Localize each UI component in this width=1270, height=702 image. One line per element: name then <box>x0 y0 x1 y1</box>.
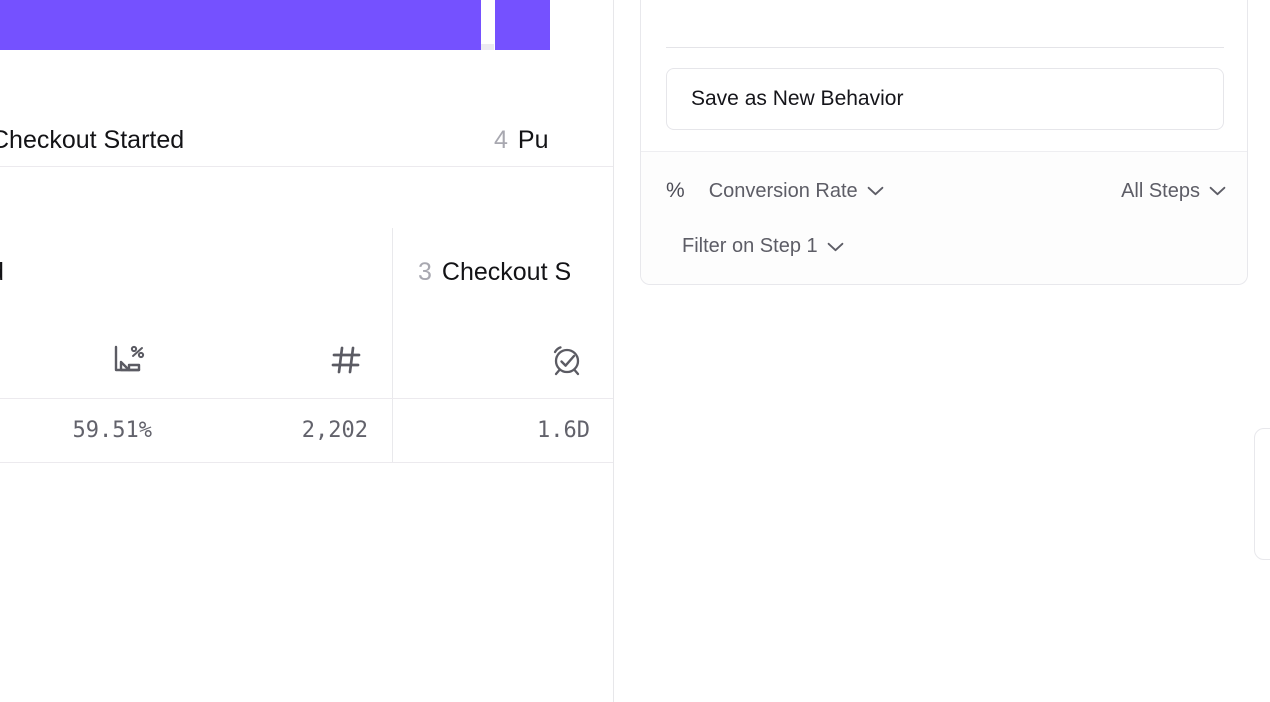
metric-value-conversion-rate: 59.51% <box>72 418 152 443</box>
behavior-card-footer: % Conversion Rate All Steps <box>641 151 1247 284</box>
funnel-bar-gap-marker <box>481 44 494 50</box>
config-sidebar: Save as New Behavior % Conversion Rate <box>614 0 1270 702</box>
filter-on-step-label: Filter on Step 1 <box>682 235 818 257</box>
time-to-convert-icon <box>545 338 589 382</box>
conversion-rate-dropdown[interactable]: % Conversion Rate <box>666 179 884 203</box>
filter-property-row[interactable]: Aa Operating System <box>1255 429 1270 507</box>
filter-condition-row[interactable]: Is iOS <box>1255 507 1270 559</box>
conversion-rate-icon <box>106 338 150 382</box>
metrics-group-left-label: d <box>0 258 4 286</box>
conversion-rate-label: Conversion Rate <box>708 179 858 202</box>
funnel-metrics-table: d 3 Checkout S <box>0 168 613 463</box>
all-steps-dropdown[interactable]: All Steps <box>1121 180 1226 203</box>
funnel-bar-step-4[interactable] <box>495 0 550 50</box>
behavior-card-divider <box>666 47 1224 48</box>
all-steps-label: All Steps <box>1121 179 1200 202</box>
funnel-step-labels: Checkout Started 4 Pu <box>0 50 613 167</box>
chevron-down-icon <box>867 186 884 196</box>
metric-value-count: 2,202 <box>301 418 368 443</box>
count-hash-icon <box>324 338 368 382</box>
filter-card: Aa Operating System Is iOS <box>1254 428 1270 560</box>
step-filter-row: Filter on Step 1 <box>682 235 844 258</box>
save-as-new-behavior-input[interactable]: Save as New Behavior <box>666 68 1224 130</box>
funnel-step-4-number: 4 <box>494 126 508 154</box>
filter-on-step-dropdown[interactable]: Filter on Step 1 <box>682 235 844 258</box>
behavior-measure-row: % Conversion Rate All Steps <box>666 179 1226 203</box>
funnel-step-label-4[interactable]: 4 Pu <box>494 124 549 156</box>
metric-value-time-to-convert: 1.6D <box>537 418 590 443</box>
metrics-icon-row <box>0 338 613 398</box>
save-as-new-behavior-value: Save as New Behavior <box>691 87 904 110</box>
metrics-header-divider <box>0 398 613 399</box>
funnel-bar-step-3[interactable] <box>0 0 481 50</box>
metrics-group-title-left: d <box>0 256 4 288</box>
funnel-bar-chart <box>0 0 613 50</box>
funnel-step-label-3[interactable]: Checkout Started <box>0 124 184 156</box>
metrics-value-row: 59.51% 2,202 1.6D <box>0 399 613 462</box>
percent-icon: % <box>666 179 685 202</box>
behavior-card: Save as New Behavior % Conversion Rate <box>640 0 1248 285</box>
metrics-group-right-number: 3 <box>418 258 432 286</box>
metrics-group-title-right: 3 Checkout S <box>418 256 571 288</box>
metrics-column-divider <box>392 228 393 463</box>
metrics-group-right-label: Checkout S <box>441 258 572 286</box>
chevron-down-icon <box>827 242 844 252</box>
chevron-down-icon <box>1209 186 1226 196</box>
funnel-step-3-title: Checkout Started <box>0 126 185 154</box>
metrics-row-bottom-divider <box>0 462 613 463</box>
funnel-chart-pane: Checkout Started 4 Pu d 3 Checkout S <box>0 0 614 702</box>
funnel-step-4-title: Pu <box>517 126 549 154</box>
